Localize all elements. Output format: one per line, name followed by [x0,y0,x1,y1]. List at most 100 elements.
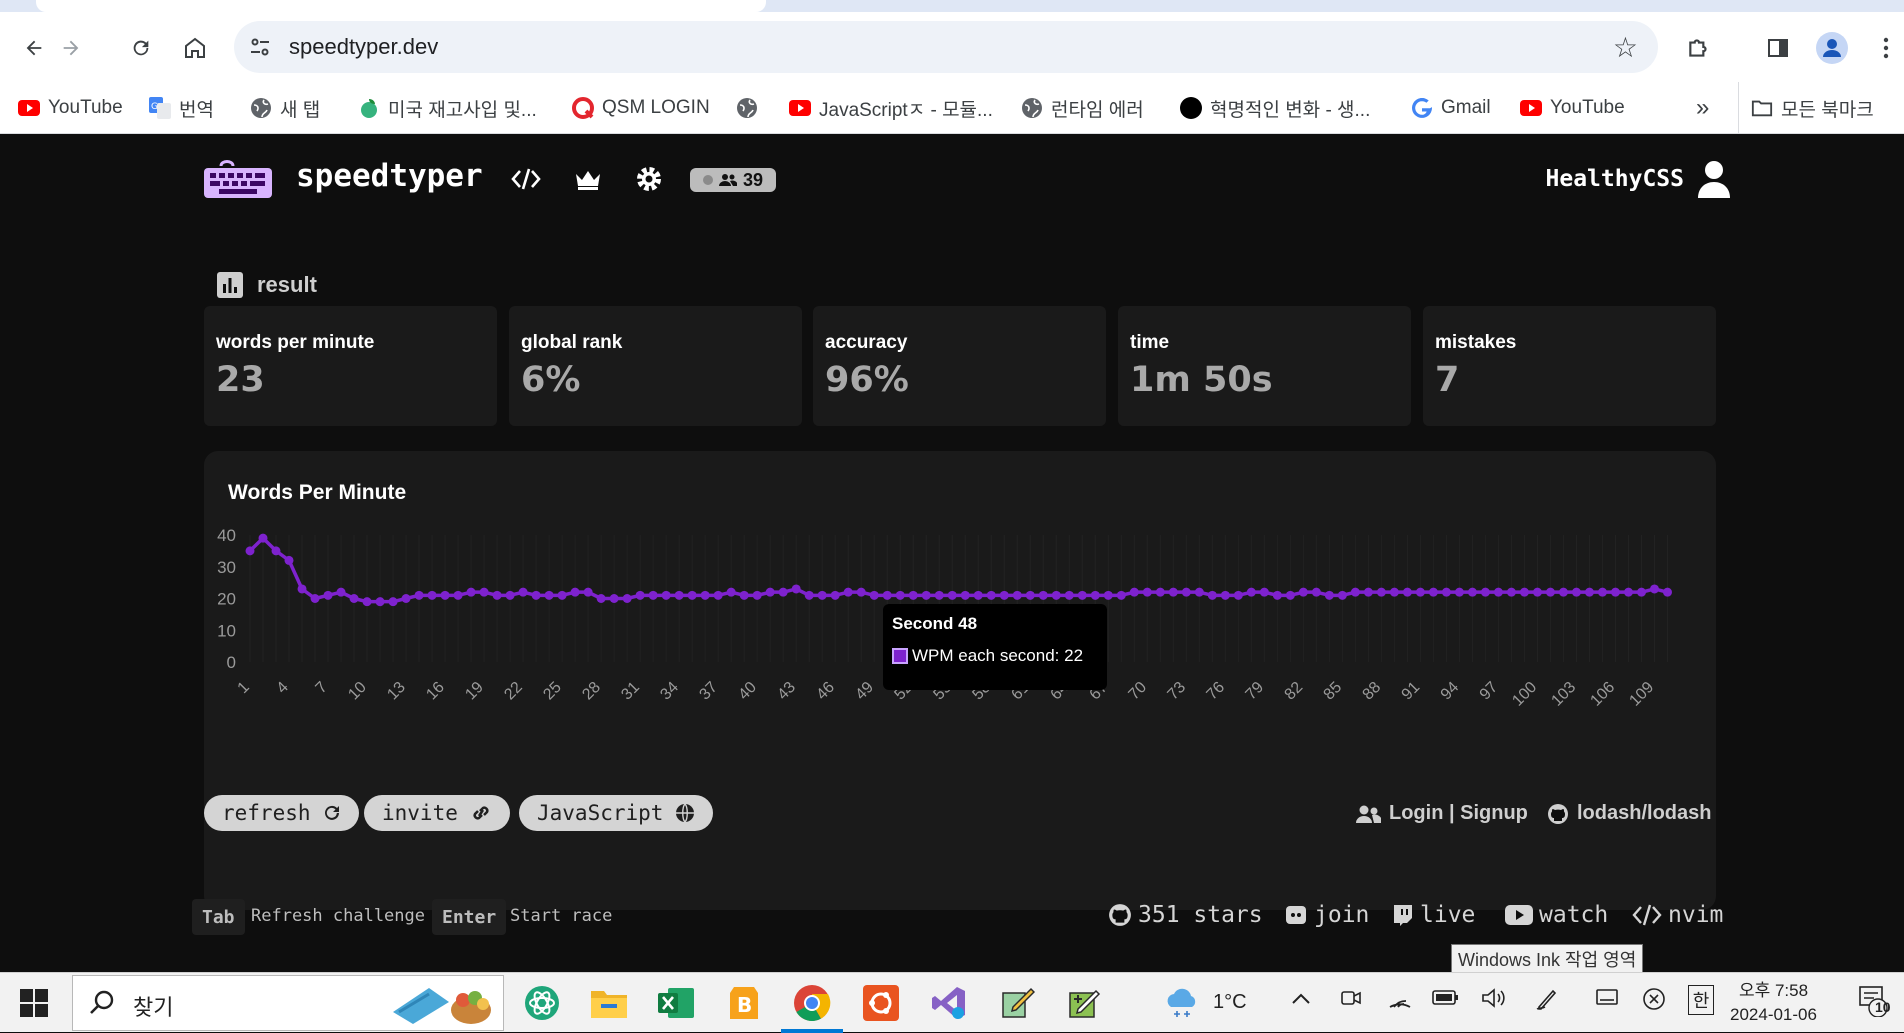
bookmark-item[interactable]: YouTube [18,82,123,134]
wpm-data-point [388,597,398,607]
youtube-watch-link[interactable]: watch [1505,902,1608,928]
taskbar-app-notepad-plus[interactable] [1062,981,1106,1025]
notepad-plus-icon [1069,989,1101,1018]
side-panel-button[interactable] [1758,28,1798,68]
code-icon [1632,904,1662,926]
taskbar-app-ubuntu[interactable] [859,981,903,1025]
home-button[interactable] [175,28,215,68]
bookmark-item[interactable]: 혁명적인 변화 - 생... [1180,82,1370,134]
taskbar-app-notepad[interactable] [995,981,1039,1025]
discord-join-link[interactable]: join [1284,902,1369,928]
invite-button[interactable]: invite [364,795,510,831]
language-button[interactable]: JavaScript [519,795,714,831]
taskbar-search-box[interactable]: 찾기 [72,975,504,1031]
tray-battery[interactable] [1432,987,1460,1007]
profile-avatar-icon [1816,32,1848,64]
tray-status-x[interactable] [1642,987,1666,1011]
taskbar-app-chrome[interactable] [790,981,834,1025]
profile-button[interactable] [1812,28,1852,68]
bookmark-item[interactable]: Gmail [1411,82,1491,134]
x-tick-label: 1 [235,679,253,697]
reload-button[interactable] [121,28,161,68]
tray-camera[interactable] [1340,987,1362,1009]
menu-button[interactable] [1866,28,1904,68]
wpm-data-point [1480,587,1490,597]
notification-center-button[interactable]: 10 [1858,985,1891,1017]
more-bookmarks-button[interactable]: » [1696,82,1709,134]
code-icon[interactable] [508,162,544,196]
active-tab[interactable] [36,0,766,12]
taskbar-app-file-explorer[interactable] [587,981,631,1025]
brand-name[interactable]: speedtyper [296,158,483,194]
username[interactable]: HealthyCSS [1545,166,1684,192]
tray-windows-ink[interactable] [1535,987,1559,1011]
series-swatch [892,648,908,664]
wpm-data-point [245,546,255,556]
x-tick-label: 46 [813,679,838,704]
tray-wifi[interactable] [1388,987,1412,1009]
all-bookmarks-folder[interactable]: 모든 북마크 [1738,82,1874,134]
bookmark-item[interactable]: JavaScriptㅈ - 모듈... [789,82,993,134]
bookmark-item[interactable]: G 번역 [149,82,214,134]
address-bar[interactable]: speedtyper.dev ☆ [234,21,1658,73]
x-tick-label: 73 [1165,679,1190,704]
ime-label: 한 [1692,991,1710,1011]
wpm-data-point [1649,584,1659,594]
bookmark-item[interactable] [736,82,758,134]
login-signup-link[interactable]: Login | Signup [1355,802,1528,825]
extensions-button[interactable] [1679,28,1719,68]
folder-icon [591,991,627,1018]
notification-icon [1859,986,1888,1017]
weather-widget[interactable]: 1°C [1163,987,1247,1017]
x-tick-label: 34 [657,679,682,704]
github-stars-link[interactable]: 351 stars [1108,902,1263,928]
nvim-link[interactable]: nvim [1632,902,1723,928]
wpm-chart[interactable]: 0 10 20 30 40 1 4 7 10 13 16 19 22 25 28 31 34 37 40 43 46 49… [204,451,1716,910]
wpm-data-point [1285,590,1295,600]
wpm-data-point [1324,590,1334,600]
wpm-data-point [895,590,905,600]
tray-volume[interactable] [1481,987,1507,1009]
wpm-data-point [1298,587,1308,597]
windows-start-icon[interactable] [20,989,48,1017]
user-icon[interactable] [1696,160,1732,200]
bookmark-item[interactable]: 새 탭 [250,82,320,134]
wpm-data-point [453,590,463,600]
show-hidden-icons-button[interactable] [1291,993,1311,1005]
ime-indicator[interactable]: 한 [1688,985,1714,1015]
repo-link[interactable]: lodash/lodash [1547,802,1711,825]
wpm-data-point [1025,590,1035,600]
gear-icon[interactable] [631,162,667,196]
taskbar-app-atom[interactable] [520,981,564,1025]
bookmark-item[interactable]: YouTube [1520,82,1625,134]
wpm-data-point [622,594,632,603]
taskbar-app-b[interactable]: B [722,981,766,1025]
notification-count: 10 [1875,999,1891,1015]
taskbar-app-excel[interactable] [654,981,698,1025]
wpm-data-point [375,597,385,607]
taskbar-app-visual-studio[interactable] [927,981,971,1025]
users-icon [718,174,737,186]
site-info-icon[interactable] [248,35,272,59]
twitch-live-link[interactable]: live [1392,902,1475,928]
wpm-data-point [1441,587,1451,597]
crown-icon[interactable] [570,162,606,196]
wpm-data-point [1415,587,1425,597]
bookmark-label: QSM LOGIN [602,97,710,118]
keyboard-logo-icon[interactable] [203,158,273,200]
taskbar-clock[interactable]: 오후 7:58 2024-01-06 [1730,979,1817,1027]
svg-text:G: G [151,102,158,112]
wpm-chart-card: Words Per Minute 0 10 20 30 40 1 4 7 10 13 16 19 22 2… [204,451,1716,910]
wpm-data-point [726,587,736,597]
refresh-button[interactable]: refresh [204,795,359,831]
language-label: JavaScript [537,801,664,825]
tray-touch-keyboard[interactable] [1596,987,1618,1007]
bookmark-item[interactable]: 미국 재고사입 및... [358,82,537,134]
back-button[interactable] [14,28,54,68]
wpm-data-point [1012,590,1022,600]
forward-button[interactable] [51,28,91,68]
url-text[interactable]: speedtyper.dev [289,34,439,59]
bookmark-star-icon[interactable]: ☆ [1612,32,1638,63]
bookmark-item[interactable]: QSM LOGIN [572,82,710,134]
bookmark-item[interactable]: 런타임 에러 [1021,82,1144,134]
